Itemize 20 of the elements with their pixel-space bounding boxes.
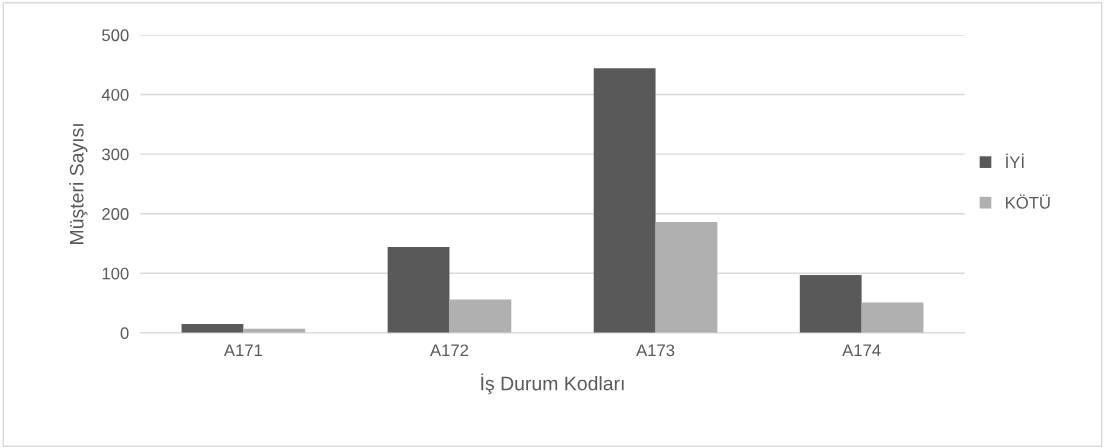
bar [593, 68, 656, 333]
bar [655, 222, 718, 333]
y-tick-label: 100 [102, 267, 129, 280]
y-tick-label: 500 [102, 29, 129, 42]
y-tick-label: 0 [120, 327, 129, 340]
legend-label: KÖTÜ [1006, 194, 1050, 209]
bar [861, 302, 924, 333]
x-tick-label: A171 [223, 344, 263, 357]
x-tick-label: A173 [636, 344, 675, 357]
y-axis-title: Müşteri Sayısı [69, 124, 88, 244]
y-tick-label: 200 [102, 208, 129, 220]
x-tick-label: A174 [842, 344, 881, 357]
y-tick-label: 400 [101, 88, 129, 101]
bar [449, 299, 512, 333]
y-tick-label: 300 [102, 148, 129, 161]
bar [387, 247, 450, 333]
legend-label: İYİ [1006, 153, 1024, 168]
x-tick-label: A172 [430, 344, 469, 357]
bar [799, 275, 862, 333]
x-axis-title: İş Durum Kodları [481, 373, 624, 395]
